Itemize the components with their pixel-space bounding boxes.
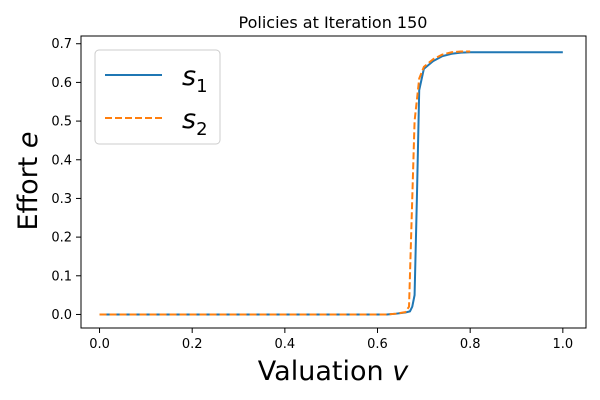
y-axis-label-variable: e [13,131,44,148]
x-tick-label: 0.2 [182,337,203,352]
legend-entry-s2: s2 [182,104,208,140]
x-tick-label: 0.6 [367,337,388,352]
x-axis-label: Valuation v [258,356,409,387]
y-axis-label-text: Effort [13,157,44,231]
y-axis-label: Effort e [13,131,44,230]
chart-title: Policies at Iteration 150 [239,13,428,32]
plot-frame [80,35,587,329]
series-line-s2 [99,50,471,316]
x-axis-label-variable: v [392,356,409,387]
legend-box [94,49,221,145]
y-tick-label: 0.0 [51,308,72,323]
legend-label-s2: s [182,104,196,135]
y-tick-label: 0.6 [51,76,72,91]
legend-label-s1: s [182,61,196,92]
plot-layer [99,50,563,316]
legend-entry-s1: s1 [182,61,208,97]
y-tick-label: 0.7 [51,37,72,52]
legend-subscript-s1: 1 [196,76,207,97]
x-axis-label-text: Valuation [258,356,384,387]
y-tick-label: 0.4 [51,153,72,168]
x-tick-label: 0.4 [275,337,296,352]
y-tick-label: 0.1 [51,269,72,284]
y-tick-label: 0.2 [51,231,72,246]
y-tick-label: 0.3 [51,192,72,207]
legend: s1 s2 [94,49,221,145]
y-tick-label: 0.5 [51,115,72,130]
ticks-layer: 0.0 0.2 0.4 0.6 0.8 1.0 0.0 0.1 0.2 0.3 0.4 0.5 0.6 0… [51,37,573,352]
x-tick-label: 1.0 [552,337,573,352]
legend-subscript-s2: 2 [196,119,207,140]
x-tick-label: 0.8 [460,337,481,352]
x-tick-label: 0.0 [89,337,110,352]
